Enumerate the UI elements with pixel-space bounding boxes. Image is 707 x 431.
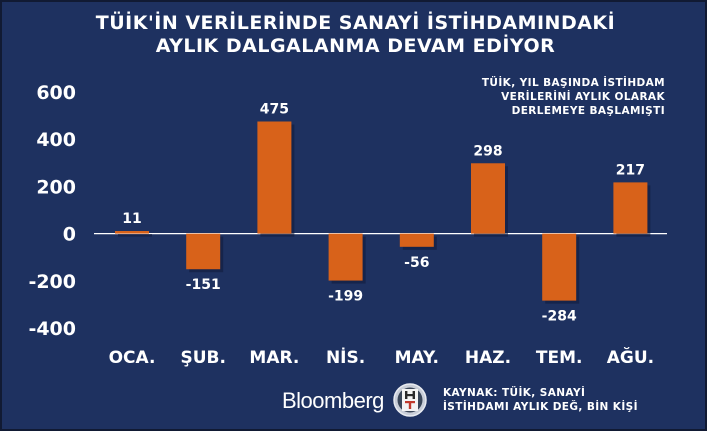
chart-title-line-2: AYLIK DALGALANMA DEVAM EDİYOR (155, 35, 556, 57)
y-tick-label: -400 (28, 318, 76, 340)
bloomberg-logo: Bloomberg (282, 388, 384, 413)
source-line-1: KAYNAK: TÜİK, SANAYİ (443, 387, 586, 399)
y-tick-label: 400 (36, 129, 76, 151)
data-label: -151 (186, 277, 221, 293)
x-tick-label: MAR. (249, 348, 299, 368)
bar (542, 233, 577, 301)
bar-shadow (118, 234, 152, 237)
chart-title: TÜİK'İN VERİLERİNDE SANAYİ İSTİHDAMINDAK… (2, 12, 707, 58)
chart-note-line-3: DERLEMEYE BAŞLAMIŞTI (511, 105, 665, 117)
x-tick-label: AĞU. (607, 346, 654, 368)
data-label: 217 (616, 162, 645, 178)
source-line-2: İSTİHDAMI AYLIK DEĞ, BİN KİŞİ (443, 401, 638, 413)
ht-logo-icon (393, 383, 427, 417)
y-tick-label: -200 (28, 271, 76, 293)
chart-note-line-2: VERİLERİNİ AYLIK OLARAK (501, 91, 665, 103)
bar (613, 182, 648, 234)
x-tick-label: NİS. (326, 346, 365, 368)
chart-note-line-1: TÜİK, YIL BAŞINDA İSTİHDAM (481, 77, 665, 89)
data-label: 11 (122, 211, 141, 227)
bar (186, 233, 221, 270)
y-tick-label: 200 (36, 176, 76, 198)
source-note: KAYNAK: TÜİK, SANAYİ İSTİHDAMI AYLIK DEĞ… (443, 386, 693, 414)
bar (115, 231, 149, 234)
data-label: 298 (473, 143, 502, 159)
bar (257, 121, 292, 234)
y-tick-label: 0 (63, 224, 76, 246)
x-tick-label: ŞUB. (180, 348, 225, 368)
y-tick-label: 600 (36, 82, 76, 104)
chart-note: TÜİK, YIL BAŞINDA İSTİHDAM VERİLERİNİ AY… (425, 76, 665, 118)
x-tick-label: TEM. (536, 348, 583, 368)
bar (328, 233, 363, 281)
x-tick-label: OCA. (109, 348, 156, 368)
data-label: -199 (328, 289, 363, 305)
x-tick-label: MAY. (395, 348, 439, 368)
data-label: 475 (260, 102, 289, 118)
data-label: -284 (542, 309, 577, 325)
data-label: -56 (404, 255, 429, 271)
chart-title-line-1: TÜİK'İN VERİLERİNDE SANAYİ İSTİHDAMINDAK… (95, 12, 616, 34)
x-tick-label: HAZ. (465, 348, 511, 368)
bar (399, 233, 434, 247)
bar (471, 163, 505, 234)
